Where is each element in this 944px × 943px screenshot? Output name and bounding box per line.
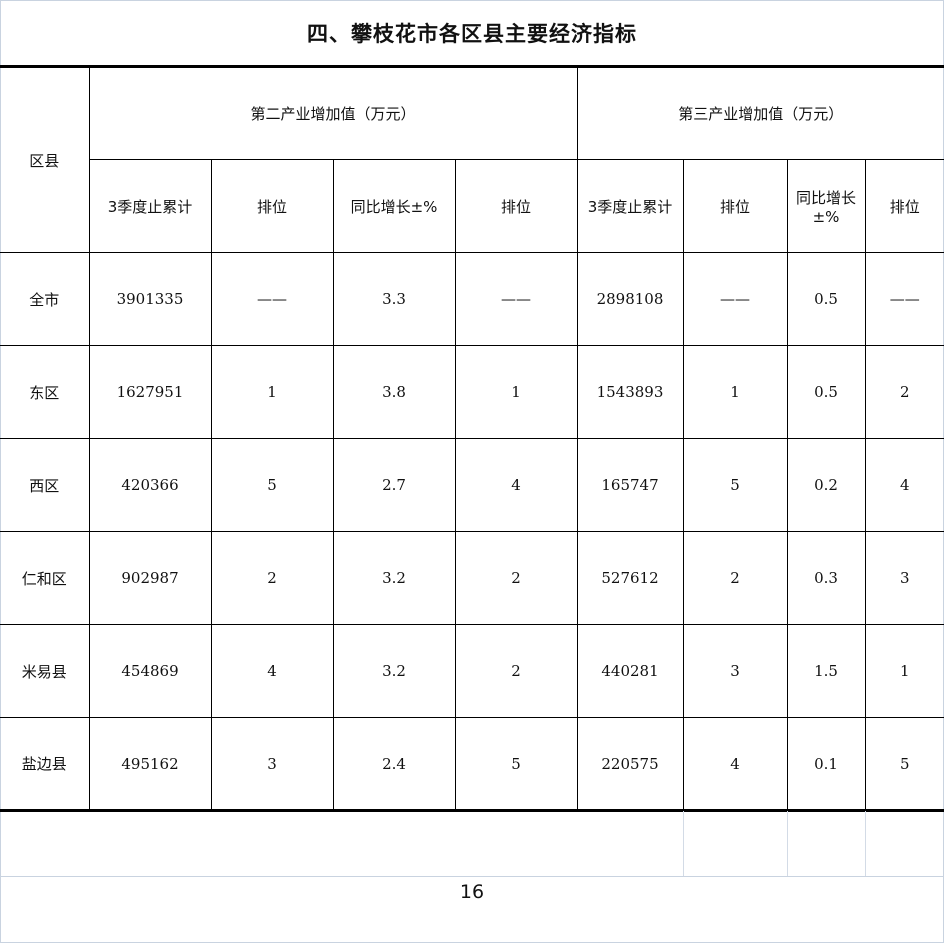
table-row: 仁和区 902987 2 3.2 2 527612 2 0.3 3 [0,531,944,625]
value-cell: 4 [210,624,334,718]
header-col: 排位 [454,159,578,253]
gridline [787,811,788,876]
value-cell: —— [682,252,788,346]
value-cell: 2.4 [332,717,456,811]
header-col: 排位 [682,159,788,253]
value-cell: 2 [454,531,578,625]
value-cell: 4 [864,438,944,532]
district-cell: 米易县 [0,624,90,718]
value-cell: 440281 [576,624,684,718]
value-cell: 1543893 [576,345,684,439]
value-cell: 0.2 [786,438,866,532]
value-cell: 2.7 [332,438,456,532]
district-cell: 全市 [0,252,90,346]
value-cell: 2 [210,531,334,625]
value-cell: 495162 [88,717,212,811]
value-cell: 1 [864,624,944,718]
district-cell: 东区 [0,345,90,439]
value-cell: 165747 [576,438,684,532]
gridline [865,811,866,876]
header-col: 同比增长±% [332,159,456,253]
gridline [683,811,684,876]
value-cell: 0.5 [786,345,866,439]
table-row: 盐边县 495162 3 2.4 5 220575 4 0.1 5 [0,717,944,811]
header-secondary-industry: 第二产业增加值（万元） [88,66,578,160]
value-cell: 2 [864,345,944,439]
value-cell: 420366 [88,438,212,532]
value-cell: 0.1 [786,717,866,811]
value-cell: 4 [454,438,578,532]
value-cell: 220575 [576,717,684,811]
value-cell: 0.3 [786,531,866,625]
table-row: 西区 420366 5 2.7 4 165747 5 0.2 4 [0,438,944,532]
value-cell: —— [864,252,944,346]
header-col: 3季度止累计 [576,159,684,253]
value-cell: 3.2 [332,624,456,718]
table-row: 全市 3901335 —— 3.3 —— 2898108 —— 0.5 —— [0,252,944,346]
value-cell: 0.5 [786,252,866,346]
table-row: 东区 1627951 1 3.8 1 1543893 1 0.5 2 [0,345,944,439]
economic-indicators-table: 区县 第二产业增加值（万元） 第三产业增加值（万元） 3季度止累计 排位 同比增… [0,65,944,812]
district-cell: 盐边县 [0,717,90,811]
header-district: 区县 [0,66,90,253]
value-cell: 1 [682,345,788,439]
header-col: 同比增长±% [786,159,866,253]
value-cell: 3 [682,624,788,718]
district-cell: 仁和区 [0,531,90,625]
value-cell: 2 [454,624,578,718]
value-cell: 1.5 [786,624,866,718]
value-cell: 2898108 [576,252,684,346]
table-row: 米易县 454869 4 3.2 2 440281 3 1.5 1 [0,624,944,718]
header-col: 排位 [864,159,944,253]
value-cell: 5 [682,438,788,532]
value-cell: —— [454,252,578,346]
value-cell: 454869 [88,624,212,718]
value-cell: —— [210,252,334,346]
value-cell: 1 [210,345,334,439]
header-col: 排位 [210,159,334,253]
page-number: 16 [0,876,944,942]
page-title: 四、攀枝花市各区县主要经济指标 [307,21,637,46]
value-cell: 3.8 [332,345,456,439]
value-cell: 527612 [576,531,684,625]
value-cell: 902987 [88,531,212,625]
value-cell: 3 [210,717,334,811]
header-tertiary-industry: 第三产业增加值（万元） [576,66,944,160]
value-cell: 5 [210,438,334,532]
value-cell: 1 [454,345,578,439]
value-cell: 3 [864,531,944,625]
value-cell: 3.3 [332,252,456,346]
value-cell: 4 [682,717,788,811]
value-cell: 1627951 [88,345,212,439]
value-cell: 3901335 [88,252,212,346]
value-cell: 3.2 [332,531,456,625]
value-cell: 2 [682,531,788,625]
value-cell: 5 [454,717,578,811]
value-cell: 5 [864,717,944,811]
district-cell: 西区 [0,438,90,532]
header-col: 3季度止累计 [88,159,212,253]
